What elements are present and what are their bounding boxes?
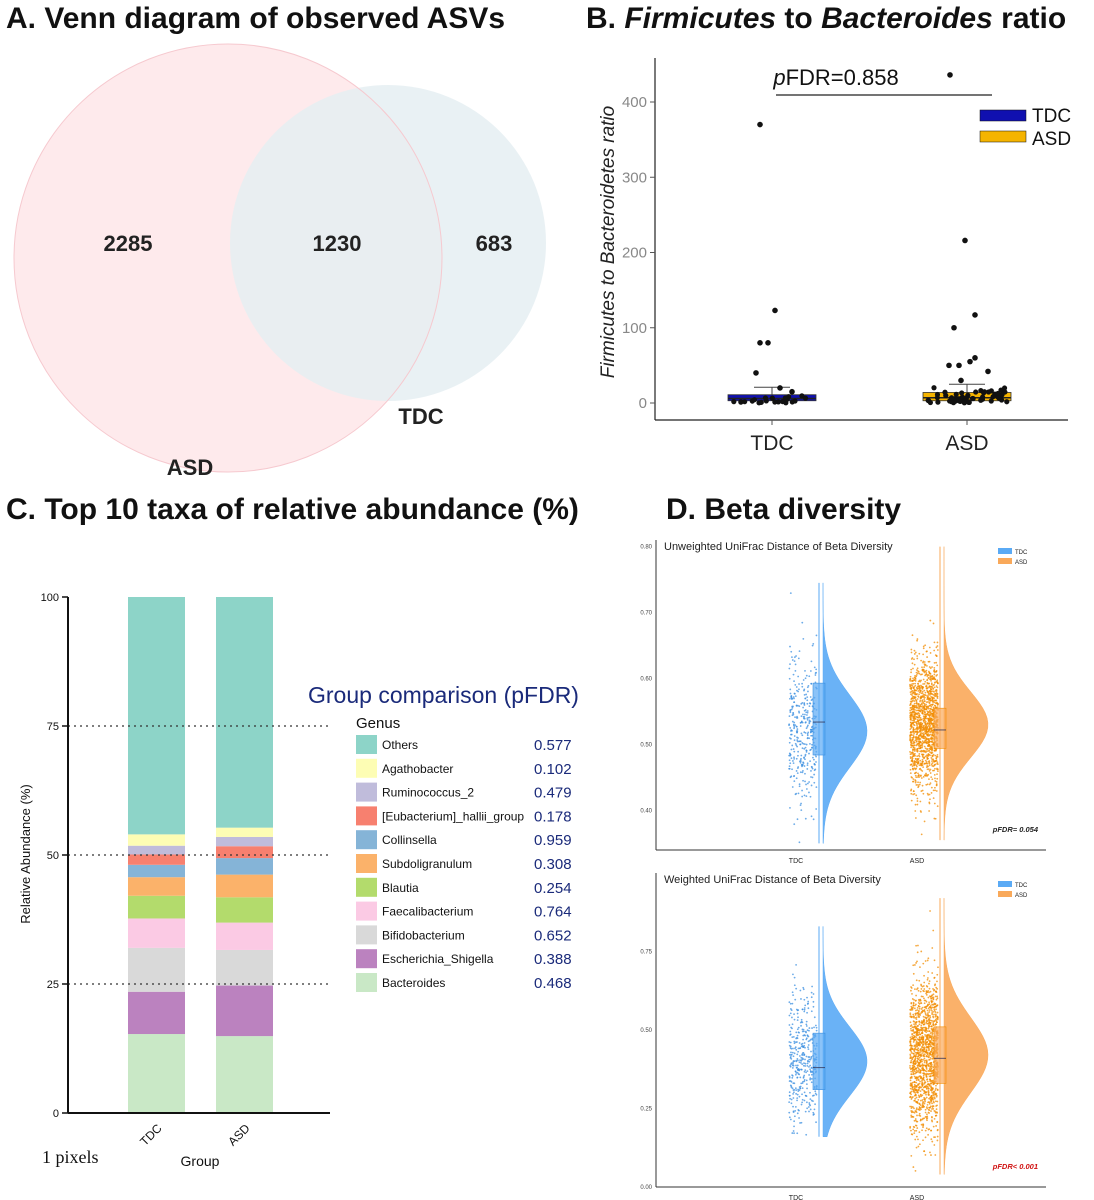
- venn-tdc-circle: [230, 85, 546, 401]
- panel-b-title: B. Firmicutes to Bacteroides ratio: [586, 2, 1066, 36]
- pixel-footnote: 1 pixels: [42, 1147, 99, 1167]
- panel-c-title: C. Top 10 taxa of relative abundance (%): [6, 493, 579, 526]
- panel-b-suffix: ratio: [992, 2, 1067, 35]
- venn-tdc-only-count: 683: [476, 231, 513, 256]
- panel-b-firmicutes: Firmicutes: [624, 2, 777, 35]
- panel-b-mid: to: [776, 2, 822, 35]
- panel-d-title: D. Beta diversity: [666, 493, 902, 526]
- venn-asd-outline: [13, 43, 443, 473]
- venn-asd-label: ASD: [167, 455, 213, 480]
- panel-b-bacteroides: Bacteroides: [821, 2, 993, 35]
- venn-intersection-count: 1230: [313, 231, 362, 256]
- panel-a-title: A. Venn diagram of observed ASVs: [6, 2, 506, 35]
- venn-asd-only-count: 2285: [104, 231, 153, 256]
- panel-b-prefix: B.: [586, 2, 625, 35]
- venn-tdc-label: TDC: [398, 404, 443, 429]
